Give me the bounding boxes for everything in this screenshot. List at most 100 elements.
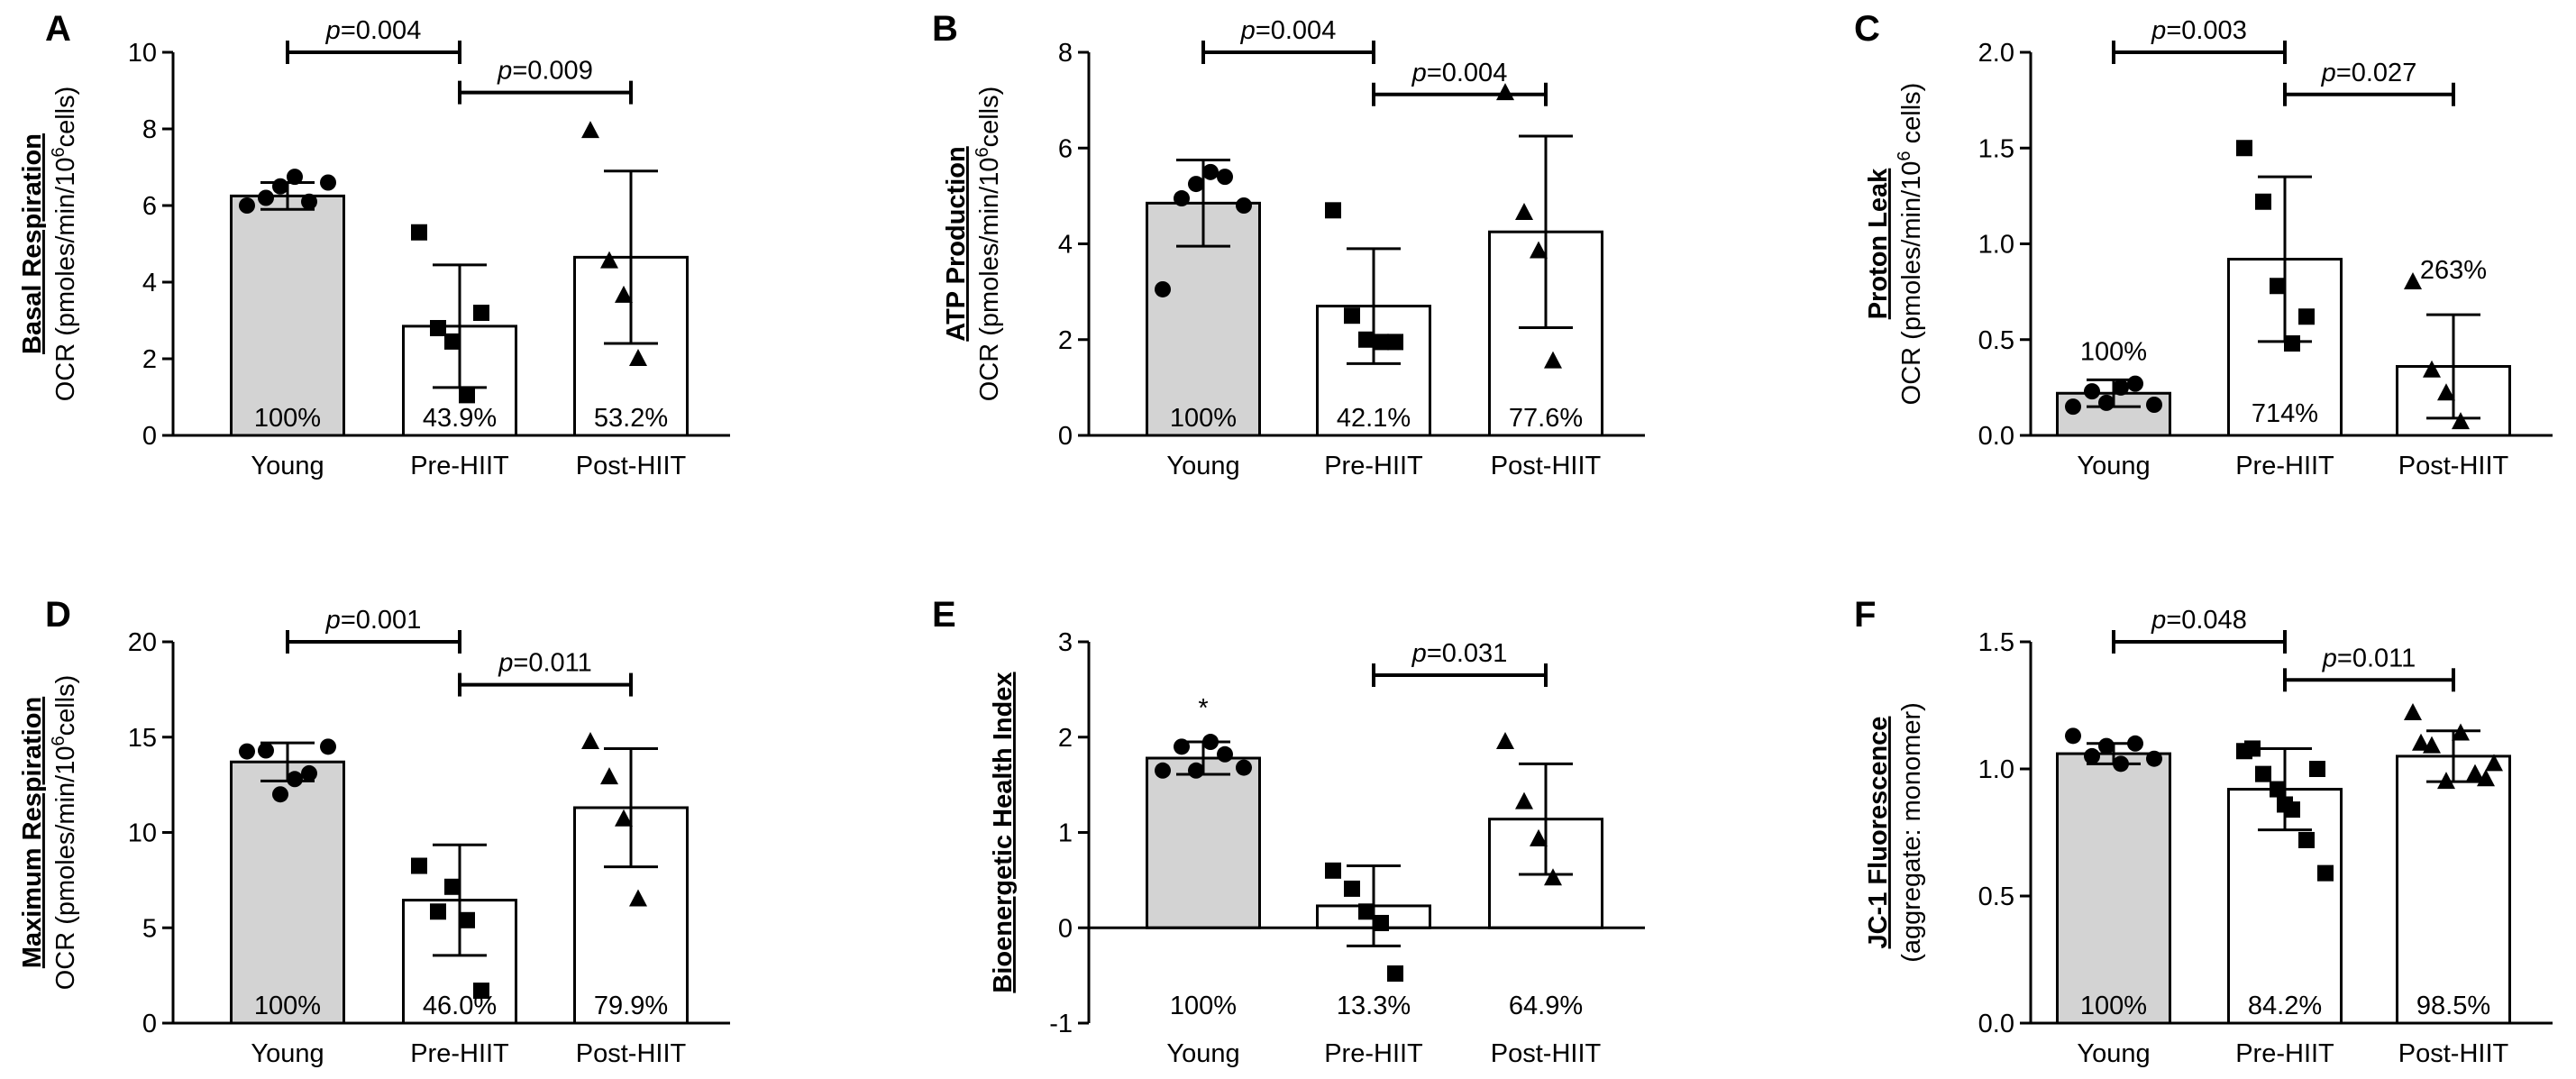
data-point xyxy=(444,878,461,895)
data-point xyxy=(430,320,446,336)
data-point xyxy=(2113,379,2129,396)
panel-e: E Bioenergetic Health Index -1 0 1 2 3 Young Pre… xyxy=(932,595,1645,1068)
data-point xyxy=(1373,914,1389,931)
y-tick-label: 8 xyxy=(142,115,157,144)
p-value: =0.009 xyxy=(512,57,593,86)
unit-superscript: 6 xyxy=(973,147,992,157)
y-tick-label: 20 xyxy=(128,628,157,657)
data-point xyxy=(2146,750,2162,767)
bar-young xyxy=(2056,752,2171,1025)
p-symbol: p xyxy=(1411,59,1427,87)
p-value: =0.011 xyxy=(2337,644,2416,672)
x-tick-label: Young xyxy=(251,452,324,480)
data-point xyxy=(258,742,274,759)
percent-label: 84.2% xyxy=(2248,992,2322,1020)
data-point xyxy=(2098,394,2115,411)
bar-young xyxy=(1146,756,1261,929)
data-point xyxy=(473,305,489,321)
data-point xyxy=(1387,965,1403,983)
percent-label: 100% xyxy=(2080,992,2147,1020)
p-symbol: p xyxy=(325,606,341,635)
unit-text: OCR (pmoles/min/10 xyxy=(1897,161,1926,406)
x-tick-label: Young xyxy=(2077,452,2150,480)
panel-label: F xyxy=(1854,595,1876,635)
data-point xyxy=(1344,880,1360,897)
data-point xyxy=(1344,307,1360,325)
p-value-label: p=0.009 xyxy=(497,57,593,86)
p-symbol: p xyxy=(1240,16,1256,45)
y-tick-label: 1.5 xyxy=(1978,134,2014,163)
panel-label: A xyxy=(45,9,71,49)
y-tick-label: 3 xyxy=(1058,628,1073,657)
data-point xyxy=(1530,828,1548,846)
bar-post-hiit xyxy=(2396,754,2511,1025)
data-point xyxy=(600,251,618,269)
percent-label: 100% xyxy=(254,992,321,1020)
unit-text: cells) xyxy=(51,87,80,148)
y-tick-label: 1.0 xyxy=(1978,231,2014,260)
p-symbol: p xyxy=(498,649,513,678)
percent-label: 43.9% xyxy=(423,404,497,433)
y-tick-label: 0.5 xyxy=(1978,326,2014,355)
data-point xyxy=(430,903,446,920)
y-tick-label: 0.0 xyxy=(1978,1010,2014,1038)
data-point xyxy=(2404,272,2422,289)
data-point xyxy=(2127,735,2143,752)
x-tick-label: Pre-HIIT xyxy=(1324,452,1423,480)
x-tick-label: Pre-HIIT xyxy=(410,1039,509,1068)
data-point xyxy=(2404,702,2422,720)
data-point xyxy=(1174,738,1190,755)
x-tick-label: Young xyxy=(251,1039,324,1068)
y-tick-label: 8 xyxy=(1058,39,1073,68)
y-tick-label: 2.0 xyxy=(1978,39,2014,68)
data-point xyxy=(1530,241,1548,259)
y-tick-label: 0 xyxy=(1058,422,1073,451)
data-point xyxy=(1358,903,1375,920)
y-axis-unit: OCR (pmoles/min/106cells) xyxy=(49,675,80,991)
data-point xyxy=(2466,764,2484,782)
data-point xyxy=(2485,754,2503,772)
data-point xyxy=(2098,737,2115,754)
p-value: =0.001 xyxy=(341,606,422,635)
data-point xyxy=(2437,383,2455,401)
x-tick-label: Post-HIIT xyxy=(2398,1039,2509,1068)
data-point xyxy=(320,738,336,755)
y-tick-label: 2 xyxy=(142,345,157,374)
y-tick-label: 0.0 xyxy=(1978,422,2014,451)
bar-young xyxy=(230,760,345,1025)
data-point xyxy=(1202,734,1219,751)
data-point xyxy=(2084,383,2100,400)
data-point xyxy=(600,767,618,785)
data-point xyxy=(1236,759,1252,776)
y-tick-label: 1.0 xyxy=(1978,755,2014,784)
percent-label: 714% xyxy=(2252,399,2318,428)
data-point xyxy=(2127,375,2143,392)
bar-young xyxy=(230,194,345,437)
data-point xyxy=(1373,334,1389,351)
data-point xyxy=(629,889,647,907)
y-tick-label: 0 xyxy=(142,1010,157,1038)
data-point xyxy=(615,809,633,827)
panel-label: D xyxy=(45,595,71,635)
data-point xyxy=(287,169,303,186)
unit-text: (aggregate: monomer) xyxy=(1897,702,1926,963)
data-point xyxy=(2113,755,2129,773)
y-axis-unit: OCR (pmoles/min/106 cells) xyxy=(1895,83,1926,406)
unit-text: OCR (pmoles/min/10 xyxy=(51,158,80,402)
p-value: =0.048 xyxy=(2166,606,2247,635)
data-point xyxy=(1174,190,1190,207)
x-tick-label: Post-HIIT xyxy=(1491,452,1602,480)
data-point xyxy=(411,857,427,874)
unit-text: OCR (pmoles/min/10 xyxy=(51,746,80,991)
p-value-label: p=0.004 xyxy=(325,16,422,45)
data-point xyxy=(1217,169,1233,186)
data-point xyxy=(1515,202,1533,220)
unit-text: cells) xyxy=(1897,83,1926,151)
data-point xyxy=(2065,727,2081,745)
data-point xyxy=(287,771,303,788)
y-axis-unit: OCR (pmoles/min/106cells) xyxy=(49,87,80,402)
data-point xyxy=(1325,862,1341,879)
y-tick-label: 0 xyxy=(142,422,157,451)
data-point xyxy=(272,178,288,195)
